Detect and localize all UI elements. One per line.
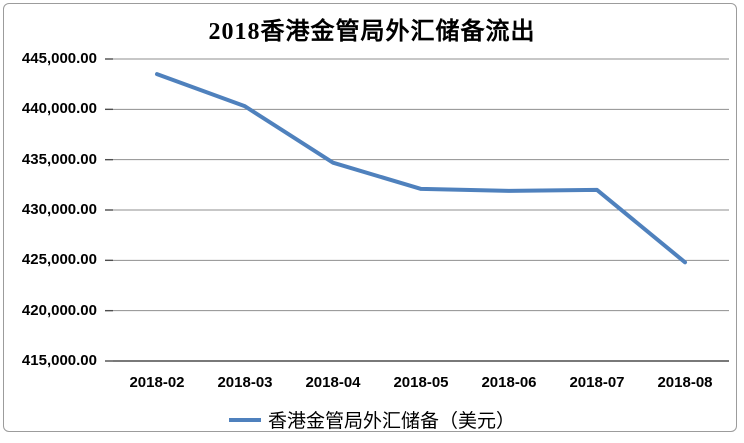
legend-line-marker-icon xyxy=(228,417,261,422)
x-axis-label: 2018-08 xyxy=(657,374,713,391)
y-axis-label: 440,000.00 xyxy=(21,100,97,118)
x-axis-label: 2018-04 xyxy=(305,374,361,391)
series-line xyxy=(155,72,687,265)
x-axis-label: 2018-06 xyxy=(481,374,537,391)
x-axis-label: 2018-05 xyxy=(393,374,449,391)
y-axis-label: 425,000.00 xyxy=(21,251,97,269)
legend-series-label: 香港金管局外汇储备（美元） xyxy=(267,411,515,432)
y-axis-label: 445,000.00 xyxy=(21,50,97,67)
chart-title: 2018香港金管局外汇储备流出 xyxy=(208,19,536,45)
y-axis-label: 420,000.00 xyxy=(21,301,97,319)
y-axis-label: 415,000.00 xyxy=(21,352,97,369)
legend: 香港金管局外汇储备（美元） xyxy=(0,406,744,433)
x-axis-label: 2018-07 xyxy=(569,374,625,391)
x-axis-label: 2018-02 xyxy=(129,374,185,391)
y-axis-label: 430,000.00 xyxy=(21,201,97,218)
y-axis-label: 435,000.00 xyxy=(21,150,97,168)
x-axis-label: 2018-03 xyxy=(217,374,273,391)
